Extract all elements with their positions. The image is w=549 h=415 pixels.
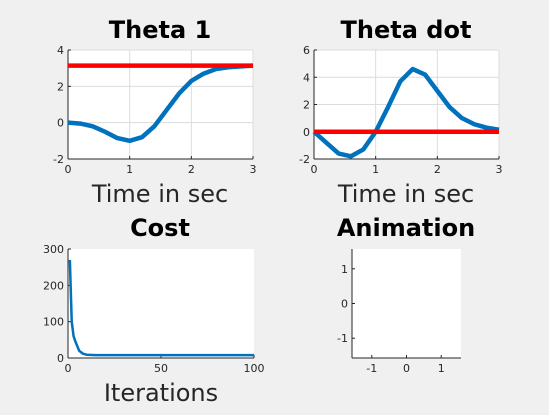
x-tick-label: 0 — [311, 163, 318, 176]
series-cost — [68, 259, 254, 357]
series-thetadot — [312, 66, 500, 159]
x-axis-label-thetadot: Time in sec — [337, 180, 474, 208]
x-tick-label: 2 — [188, 163, 195, 176]
series-line-theta1-0 — [67, 63, 254, 144]
subplot-animation: Animation -1 0 1 -1 0 1 — [337, 214, 475, 375]
y-tick-label: 0 — [303, 126, 310, 139]
plot-area-cost — [68, 249, 254, 358]
series-theta1 — [67, 63, 254, 144]
x-tick-label: 1 — [372, 163, 379, 176]
y-tick-label: 2 — [303, 99, 310, 112]
x-tick-label: 0 — [65, 163, 72, 176]
y-tick-label: 0 — [57, 352, 64, 365]
x-tick-label: 3 — [496, 163, 503, 176]
y-tick-label: 100 — [43, 316, 64, 329]
series-line-thetadot-0 — [312, 66, 500, 159]
y-tick-label: 2 — [57, 80, 64, 93]
y-tick-label: 4 — [57, 44, 64, 57]
x-tick-label: 2 — [434, 163, 441, 176]
plot-area-animation — [352, 249, 461, 358]
chart-title-animation: Animation — [337, 214, 475, 242]
y-tick-label: -2 — [53, 153, 64, 166]
y-tick-label: 1 — [341, 263, 348, 276]
x-axis-label-cost: Iterations — [104, 379, 218, 407]
x-tick-label: 50 — [154, 362, 168, 375]
chart-title-cost: Cost — [130, 214, 190, 242]
chart-title-thetadot: Theta dot — [341, 16, 472, 44]
x-tick-label: 100 — [244, 362, 265, 375]
x-tick-label: 3 — [250, 163, 257, 176]
x-tick-label: 1 — [438, 362, 445, 375]
y-tick-label: -2 — [299, 153, 310, 166]
y-tick-label: 6 — [303, 44, 310, 57]
x-tick-label: 0 — [65, 362, 72, 375]
y-tick-label: 4 — [303, 71, 310, 84]
ticks-cost: 0 50 100 0 100 200 300 — [43, 243, 265, 375]
x-tick-label: 0 — [403, 362, 410, 375]
ticks-animation: -1 0 1 -1 0 1 — [337, 249, 461, 375]
x-tick-label: -1 — [366, 362, 377, 375]
y-tick-label: 200 — [43, 279, 64, 292]
y-tick-label: 300 — [43, 243, 64, 256]
y-tick-label: 0 — [341, 298, 348, 311]
subplot-cost: Cost 0 50 100 0 100 200 300 Iterations — [43, 214, 265, 407]
chart-title-theta1: Theta 1 — [109, 16, 211, 44]
x-axis-label-theta1: Time in sec — [91, 180, 228, 208]
y-tick-label: -1 — [337, 332, 348, 345]
y-tick-label: 0 — [57, 117, 64, 130]
series-line-cost-0 — [68, 259, 254, 357]
x-tick-label: 1 — [126, 163, 133, 176]
